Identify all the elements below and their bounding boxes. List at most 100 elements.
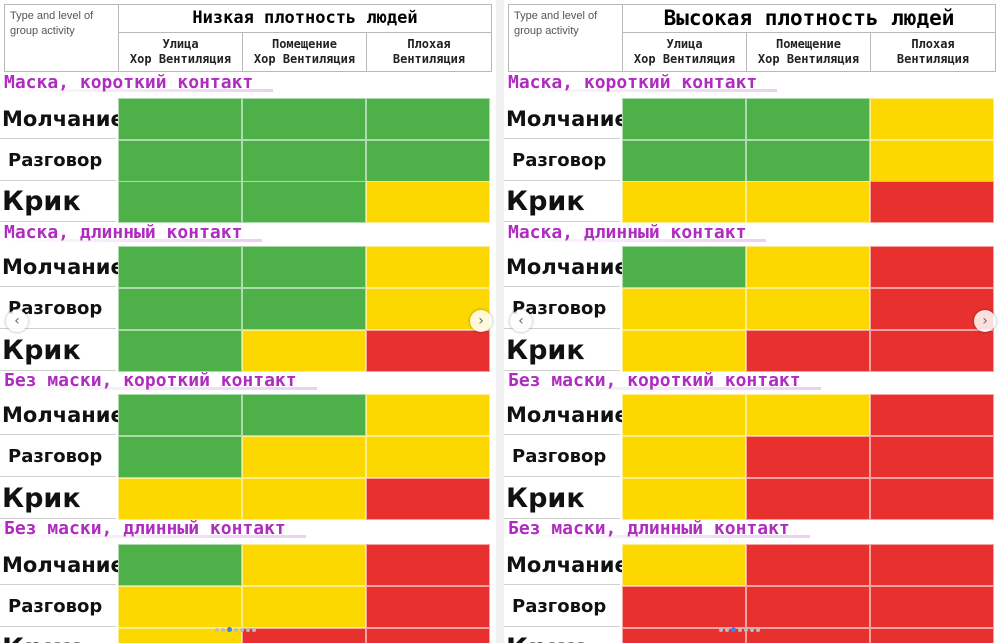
risk-cell-red bbox=[870, 586, 994, 628]
row-separator bbox=[504, 434, 620, 435]
chevron-right-icon[interactable]: › bbox=[974, 310, 996, 332]
risk-cell-red bbox=[870, 394, 994, 436]
risk-cell-yellow bbox=[746, 394, 870, 436]
risk-cell-green bbox=[242, 140, 366, 182]
risk-cell-yellow bbox=[118, 586, 242, 628]
risk-cell-green bbox=[118, 181, 242, 223]
activity-label: Крик bbox=[506, 186, 585, 217]
carousel-dot[interactable] bbox=[719, 628, 723, 632]
activity-label: Крик bbox=[504, 628, 622, 643]
risk-cell-red bbox=[746, 586, 870, 628]
risk-cell-green bbox=[242, 181, 366, 223]
activity-label: Молчание bbox=[506, 403, 622, 427]
risk-cell-red bbox=[870, 246, 994, 288]
row-separator bbox=[0, 434, 116, 435]
row-separator bbox=[0, 138, 116, 139]
section-title: Маска, короткий контакт bbox=[508, 72, 778, 93]
risk-cell-green bbox=[118, 436, 242, 478]
risk-cell-yellow bbox=[622, 330, 746, 372]
risk-cell-yellow bbox=[366, 394, 490, 436]
risk-cell-yellow bbox=[366, 246, 490, 288]
risk-cell-yellow bbox=[870, 98, 994, 140]
carousel-dot[interactable] bbox=[234, 628, 238, 632]
column-header-1: Улица Хор Вентиляция bbox=[119, 33, 243, 71]
activity-label: Молчание bbox=[2, 553, 118, 577]
risk-cell-red bbox=[746, 544, 870, 586]
risk-cell-yellow bbox=[746, 288, 870, 330]
activity-label: Разговор bbox=[512, 446, 607, 467]
risk-cell-red bbox=[870, 330, 994, 372]
activity-label: Молчание bbox=[2, 107, 118, 131]
risk-cell-yellow bbox=[622, 394, 746, 436]
carousel-dot[interactable] bbox=[227, 627, 232, 632]
risk-cell-yellow bbox=[242, 544, 366, 586]
carousel-dot[interactable] bbox=[240, 628, 244, 632]
risk-cell-red bbox=[366, 628, 490, 643]
risk-cell-red bbox=[622, 628, 746, 643]
row-separator bbox=[0, 286, 116, 287]
row-separator bbox=[504, 584, 620, 585]
carousel-dot[interactable] bbox=[744, 628, 748, 632]
density-title: Высокая плотность людей bbox=[623, 5, 995, 33]
activity-label: Молчание bbox=[506, 553, 622, 577]
chevron-left-icon[interactable]: ‹ bbox=[6, 310, 28, 332]
row-separator bbox=[0, 584, 116, 585]
risk-cell-green bbox=[622, 140, 746, 182]
row-separator bbox=[0, 180, 116, 181]
risk-cell-red bbox=[870, 628, 994, 643]
risk-cell-yellow bbox=[366, 181, 490, 223]
column-header-2: Помещение Хор Вентиляция bbox=[243, 33, 367, 71]
carousel-dot[interactable] bbox=[756, 628, 760, 632]
risk-cell-green bbox=[366, 140, 490, 182]
section-title: Без маски, длинный контакт bbox=[508, 518, 810, 539]
risk-cell-yellow bbox=[746, 181, 870, 223]
chevron-left-icon[interactable]: ‹ bbox=[510, 310, 532, 332]
row-separator bbox=[0, 370, 116, 371]
risk-cell-green bbox=[242, 394, 366, 436]
section-title: Без маски, короткий контакт bbox=[508, 370, 821, 391]
risk-cell-yellow bbox=[366, 288, 490, 330]
risk-cell-red bbox=[870, 288, 994, 330]
risk-cell-red bbox=[870, 181, 994, 223]
column-header-2: Помещение Хор Вентиляция bbox=[747, 33, 871, 71]
risk-cell-yellow bbox=[746, 246, 870, 288]
chevron-right-icon[interactable]: › bbox=[470, 310, 492, 332]
risk-cell-red bbox=[242, 628, 366, 643]
carousel-dot[interactable] bbox=[252, 628, 256, 632]
risk-cell-red bbox=[366, 544, 490, 586]
risk-cell-green bbox=[242, 288, 366, 330]
panel-divider bbox=[496, 0, 504, 643]
risk-cell-yellow bbox=[242, 586, 366, 628]
carousel-dot[interactable] bbox=[738, 628, 742, 632]
activity-label: Разговор bbox=[512, 298, 607, 319]
section-title: Без маски, короткий контакт bbox=[4, 370, 317, 391]
risk-cell-red bbox=[746, 330, 870, 372]
risk-cell-red bbox=[366, 478, 490, 520]
risk-cell-green bbox=[746, 98, 870, 140]
header-activity-label: Type and level of group activity bbox=[509, 5, 623, 71]
row-separator bbox=[0, 328, 116, 329]
activity-label: Крик bbox=[506, 335, 585, 366]
activity-label: Крик bbox=[0, 628, 118, 643]
row-separator bbox=[504, 328, 620, 329]
carousel-dot[interactable] bbox=[725, 628, 729, 632]
row-separator bbox=[0, 626, 116, 627]
activity-label: Крик bbox=[2, 335, 81, 366]
carousel-dots bbox=[718, 617, 778, 632]
panel-high-density: Type and level of group activity Высокая … bbox=[504, 0, 1000, 643]
risk-cell-yellow bbox=[622, 544, 746, 586]
table-header: Type and level of group activity Низкая п… bbox=[4, 4, 492, 72]
carousel-dot[interactable] bbox=[221, 628, 225, 632]
risk-cell-green bbox=[118, 140, 242, 182]
carousel-dot[interactable] bbox=[246, 628, 250, 632]
carousel-dots bbox=[214, 617, 274, 632]
row-separator bbox=[504, 286, 620, 287]
carousel-dot[interactable] bbox=[750, 628, 754, 632]
risk-cell-red bbox=[746, 628, 870, 643]
carousel-dot[interactable] bbox=[215, 628, 219, 632]
column-header-3: Плохая Вентиляция bbox=[392, 37, 466, 66]
row-separator bbox=[504, 518, 620, 519]
carousel-dot[interactable] bbox=[731, 627, 736, 632]
risk-cell-yellow bbox=[622, 436, 746, 478]
activity-label: Разговор bbox=[8, 150, 103, 171]
